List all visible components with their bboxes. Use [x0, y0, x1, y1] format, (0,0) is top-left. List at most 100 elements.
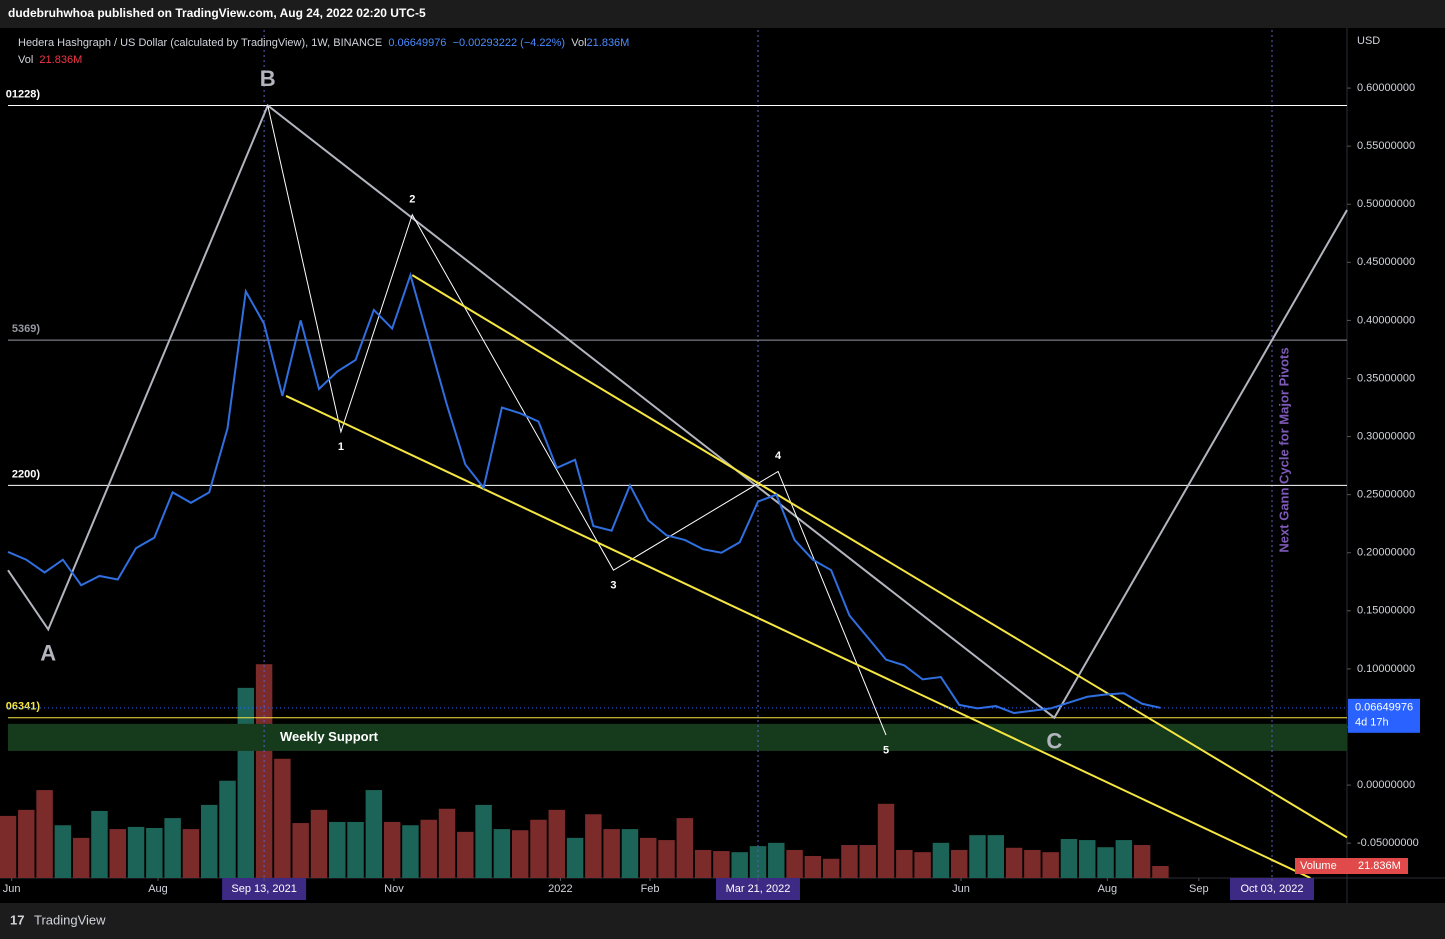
- volume-bar: [402, 825, 419, 878]
- volume-bar: [475, 804, 492, 878]
- volume-bar: [146, 827, 163, 878]
- volume-bar: [383, 821, 401, 878]
- y-tick-label: 0.20000000: [1357, 547, 1415, 559]
- volume-bar: [621, 829, 639, 878]
- volume-bar: [109, 829, 126, 878]
- footer-bar: [0, 903, 1445, 939]
- volume-bar: [932, 842, 950, 878]
- price-tag-countdown: 4d 17h: [1355, 717, 1389, 729]
- logo-mark: 17: [10, 912, 24, 927]
- x-tick-label: Jun: [3, 883, 21, 895]
- volume-bar: [658, 840, 675, 878]
- volume-bar: [1042, 852, 1059, 878]
- x-tick-highlight: [222, 878, 307, 900]
- volume-bar: [310, 809, 328, 878]
- y-tick-label: 0.60000000: [1357, 82, 1415, 94]
- x-tick-label: Oct 03, 2022: [1241, 883, 1304, 895]
- volume-bar: [969, 835, 986, 878]
- volume-bar: [219, 780, 236, 878]
- volume-bar: [1079, 840, 1096, 878]
- y-tick-label: 0.40000000: [1357, 314, 1415, 326]
- volume-bar: [347, 821, 364, 878]
- legend: Hedera Hashgraph / US Dollar (calculated…: [18, 35, 629, 69]
- x-tick-label: Jun: [952, 883, 970, 895]
- vol-label: Vol: [18, 54, 34, 66]
- volume-tag: [1295, 858, 1408, 874]
- legend-row: Vol 21.836M: [18, 52, 629, 69]
- wave-label: A: [40, 640, 56, 665]
- wave-label: 3: [610, 579, 616, 591]
- volume-bar: [1005, 847, 1023, 878]
- footer-brand: TradingView: [34, 912, 106, 927]
- volume-bar: [511, 830, 529, 878]
- volume-bar: [36, 790, 53, 878]
- volume-bar: [749, 846, 767, 878]
- volume-bar: [640, 837, 657, 878]
- volume-bar: [182, 829, 200, 878]
- volume-bar: [530, 819, 547, 878]
- x-tick-label: Feb: [641, 883, 660, 895]
- volume-bar: [713, 851, 730, 878]
- volume-bar: [72, 837, 90, 878]
- volume-bar: [365, 790, 383, 878]
- volume-bar: [1060, 838, 1078, 878]
- y-tick-label: 0.10000000: [1357, 663, 1415, 675]
- volume-bar: [1115, 840, 1133, 878]
- drawing-line: [411, 274, 1348, 839]
- vol-value: 21.836M: [39, 54, 83, 66]
- header-bar: [0, 0, 1445, 28]
- cycle-note: Next Gann Cycle for Major Pivots: [1276, 347, 1291, 552]
- volume-bar: [493, 829, 511, 878]
- volume-bar: [566, 837, 584, 878]
- wave-label: 5: [883, 744, 889, 756]
- level-label: 2200): [12, 468, 40, 480]
- volume-bar: [804, 856, 822, 878]
- volume-bar: [164, 818, 181, 878]
- volume-bar: [676, 818, 694, 878]
- drawing-line: [267, 105, 887, 736]
- volume-bar: [237, 687, 255, 878]
- wave-label: 2: [409, 193, 415, 205]
- level-label: 06341): [6, 701, 41, 713]
- volume-bar: [914, 852, 931, 878]
- y-tick-label: 0.25000000: [1357, 489, 1415, 501]
- volume-bar: [786, 849, 803, 878]
- price-tag: [1348, 698, 1420, 733]
- volume-bar: [603, 829, 620, 878]
- x-tick-highlight: [715, 878, 800, 900]
- price-line: [7, 271, 1161, 715]
- volume-bar: [457, 831, 474, 878]
- x-tick-label: Mar 21, 2022: [726, 883, 791, 895]
- wave-label: C: [1046, 729, 1062, 754]
- volume-bar: [54, 825, 72, 878]
- volume-bar: [950, 849, 968, 878]
- volume-bar: [91, 810, 108, 878]
- y-tick-label: 0.00000000: [1357, 779, 1415, 791]
- volume-bar: [292, 823, 309, 878]
- volume-bar: [420, 819, 437, 878]
- volume-bar: [841, 845, 858, 878]
- publisher: dudebruhwhoa published on TradingView.co…: [8, 6, 426, 20]
- y-tick-label: 0.35000000: [1357, 372, 1415, 384]
- volume-bar: [585, 814, 602, 878]
- volume-tag-label: Volume: [1300, 860, 1337, 872]
- y-tick-label: -0.05000000: [1357, 837, 1419, 849]
- x-tick-highlight: [1230, 878, 1315, 900]
- volume-tag-value: 21.836M: [1358, 860, 1401, 872]
- volume-bar: [127, 826, 145, 878]
- change: −0.00293222 (−4.22%): [452, 37, 566, 49]
- x-tick-label: 2022: [548, 883, 572, 895]
- volume-bar: [200, 804, 218, 878]
- x-tick-label: Sep 13, 2021: [231, 883, 296, 895]
- volume-bar: [274, 758, 291, 878]
- volume-bar: [731, 852, 748, 878]
- y-tick-label: 0.50000000: [1357, 198, 1415, 210]
- volume-bar: [987, 835, 1005, 878]
- volume-bar: [0, 815, 17, 878]
- wave-label: B: [260, 66, 276, 91]
- drawing-line: [285, 395, 1311, 879]
- wave-label: 1: [338, 441, 344, 453]
- x-tick-label: Aug: [148, 883, 168, 895]
- volume-bar: [1152, 865, 1169, 878]
